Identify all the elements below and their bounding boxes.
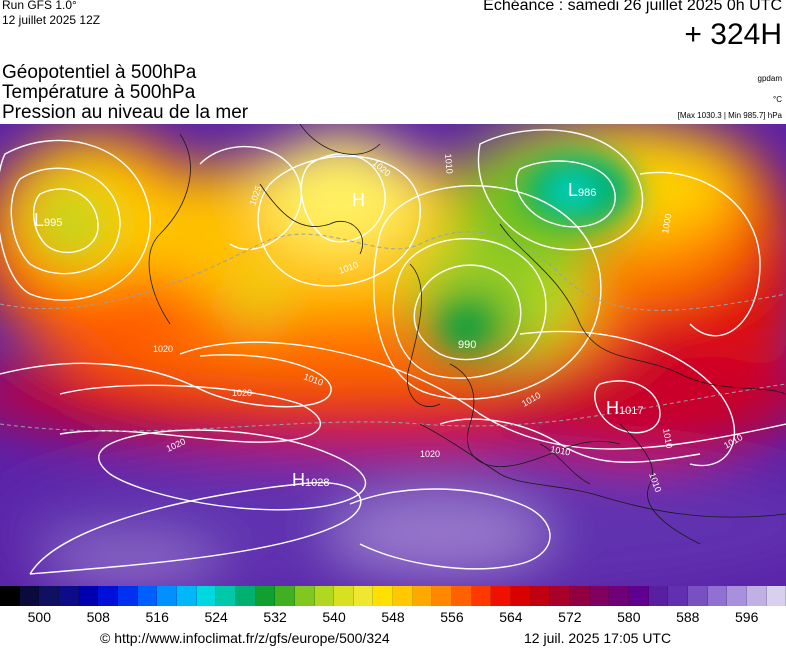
color-scale-segment xyxy=(216,586,236,606)
color-scale-segment xyxy=(157,586,177,606)
color-scale-tick-label: 540 xyxy=(322,609,346,625)
color-scale-tick-label: 580 xyxy=(617,609,641,625)
color-scale-segment xyxy=(589,586,610,606)
isobar-label: 1010 xyxy=(661,428,674,449)
parameter-temperature: Température à 500hPa xyxy=(2,82,196,103)
color-scale-segment xyxy=(39,586,59,606)
color-scale-segment xyxy=(176,586,197,606)
geopotential-contours xyxy=(0,231,786,432)
valid-time: Echéance : samedi 26 juillet 2025 0h UTC xyxy=(483,0,782,14)
color-scale-segment xyxy=(393,586,413,606)
geopotential-field xyxy=(0,124,786,586)
color-scale-segment xyxy=(687,586,708,606)
unit-celsius: °C xyxy=(773,95,782,104)
color-scale-segment xyxy=(668,586,688,606)
color-scale-tick-label: 596 xyxy=(735,609,759,625)
pressure-center-low-3: 990 xyxy=(458,339,476,351)
color-scale-tick-label: 588 xyxy=(676,609,700,625)
color-scale-segment xyxy=(530,586,551,606)
unit-gpdam: gpdam xyxy=(757,74,782,83)
color-scale-segment xyxy=(707,586,728,606)
color-scale-segment xyxy=(334,586,354,606)
color-scale-segment xyxy=(727,586,747,606)
color-scale-segment xyxy=(137,586,158,606)
color-scale-segment xyxy=(314,586,335,606)
color-scale-segment xyxy=(746,586,767,606)
color-scale-segment xyxy=(452,586,472,606)
color-scale-segment xyxy=(19,586,40,606)
isobars xyxy=(0,129,786,575)
color-scale-segment xyxy=(412,586,433,606)
color-scale-tick-label: 508 xyxy=(86,609,110,625)
isobar-label: 1010 xyxy=(443,153,455,174)
color-scale-tick-label: 556 xyxy=(440,609,464,625)
pressure-range: [Max 1030.3 | Min 985.7] hPa xyxy=(677,111,782,120)
run-date: 12 juillet 2025 12Z xyxy=(2,13,101,27)
footer-url: © http://www.infoclimat.fr/z/gfs/europe/… xyxy=(100,630,390,646)
color-scale-tick-label: 572 xyxy=(558,609,582,625)
coastlines xyxy=(148,124,786,545)
color-scale-segment xyxy=(98,586,118,606)
color-scale-segment xyxy=(432,586,453,606)
color-scale-segment xyxy=(491,586,512,606)
color-scale-segment xyxy=(629,586,649,606)
color-scale-tick-label: 500 xyxy=(27,609,51,625)
run-label: Run GFS 1.0° xyxy=(2,0,77,12)
color-scale-segment xyxy=(609,586,629,606)
color-scale-segment xyxy=(550,586,571,606)
color-scale-tick-label: 548 xyxy=(381,609,405,625)
parameter-geopotential: Géopotentiel à 500hPa xyxy=(2,62,197,83)
color-scale-segment xyxy=(766,586,786,606)
footer-timestamp: 12 juil. 2025 17:05 UTC xyxy=(524,630,672,646)
color-scale-segment xyxy=(235,586,256,606)
color-scale-segment xyxy=(117,586,138,606)
weather-map: L995 H L986 990 H1017 H1028 1020 1025 10… xyxy=(0,124,786,586)
color-scale-bar xyxy=(0,586,786,606)
color-scale-segment xyxy=(373,586,394,606)
color-scale-segment xyxy=(275,586,295,606)
isobar-label: 1010 xyxy=(550,444,571,457)
isobar-label: 1020 xyxy=(232,388,252,398)
color-scale-segment xyxy=(471,586,492,606)
color-scale-segment xyxy=(511,586,531,606)
color-scale-tick-label: 532 xyxy=(263,609,287,625)
isobar-label: 1020 xyxy=(153,344,173,354)
lead-time: + 324H xyxy=(684,18,782,51)
color-scale-segment xyxy=(353,586,374,606)
parameter-pressure: Pression au niveau de la mer xyxy=(2,102,249,123)
pressure-center-high-1: H xyxy=(352,190,365,210)
isobar-label: 1020 xyxy=(420,449,440,459)
color-scale-ticks: 5005085165245325405485565645725805885966… xyxy=(0,609,786,627)
color-scale-segment xyxy=(255,586,276,606)
color-scale-tick-label: 524 xyxy=(204,609,228,625)
color-scale-tick-label: 516 xyxy=(145,609,169,625)
color-scale-segment xyxy=(0,586,20,606)
color-scale-segment xyxy=(58,586,79,606)
isobar-label: 1000 xyxy=(660,213,673,234)
color-scale-segment xyxy=(294,586,315,606)
color-scale-segment xyxy=(196,586,217,606)
color-scale-segment xyxy=(570,586,590,606)
color-scale-segment xyxy=(648,586,669,606)
color-scale-segment xyxy=(78,586,99,606)
color-scale-tick-label: 564 xyxy=(499,609,523,625)
